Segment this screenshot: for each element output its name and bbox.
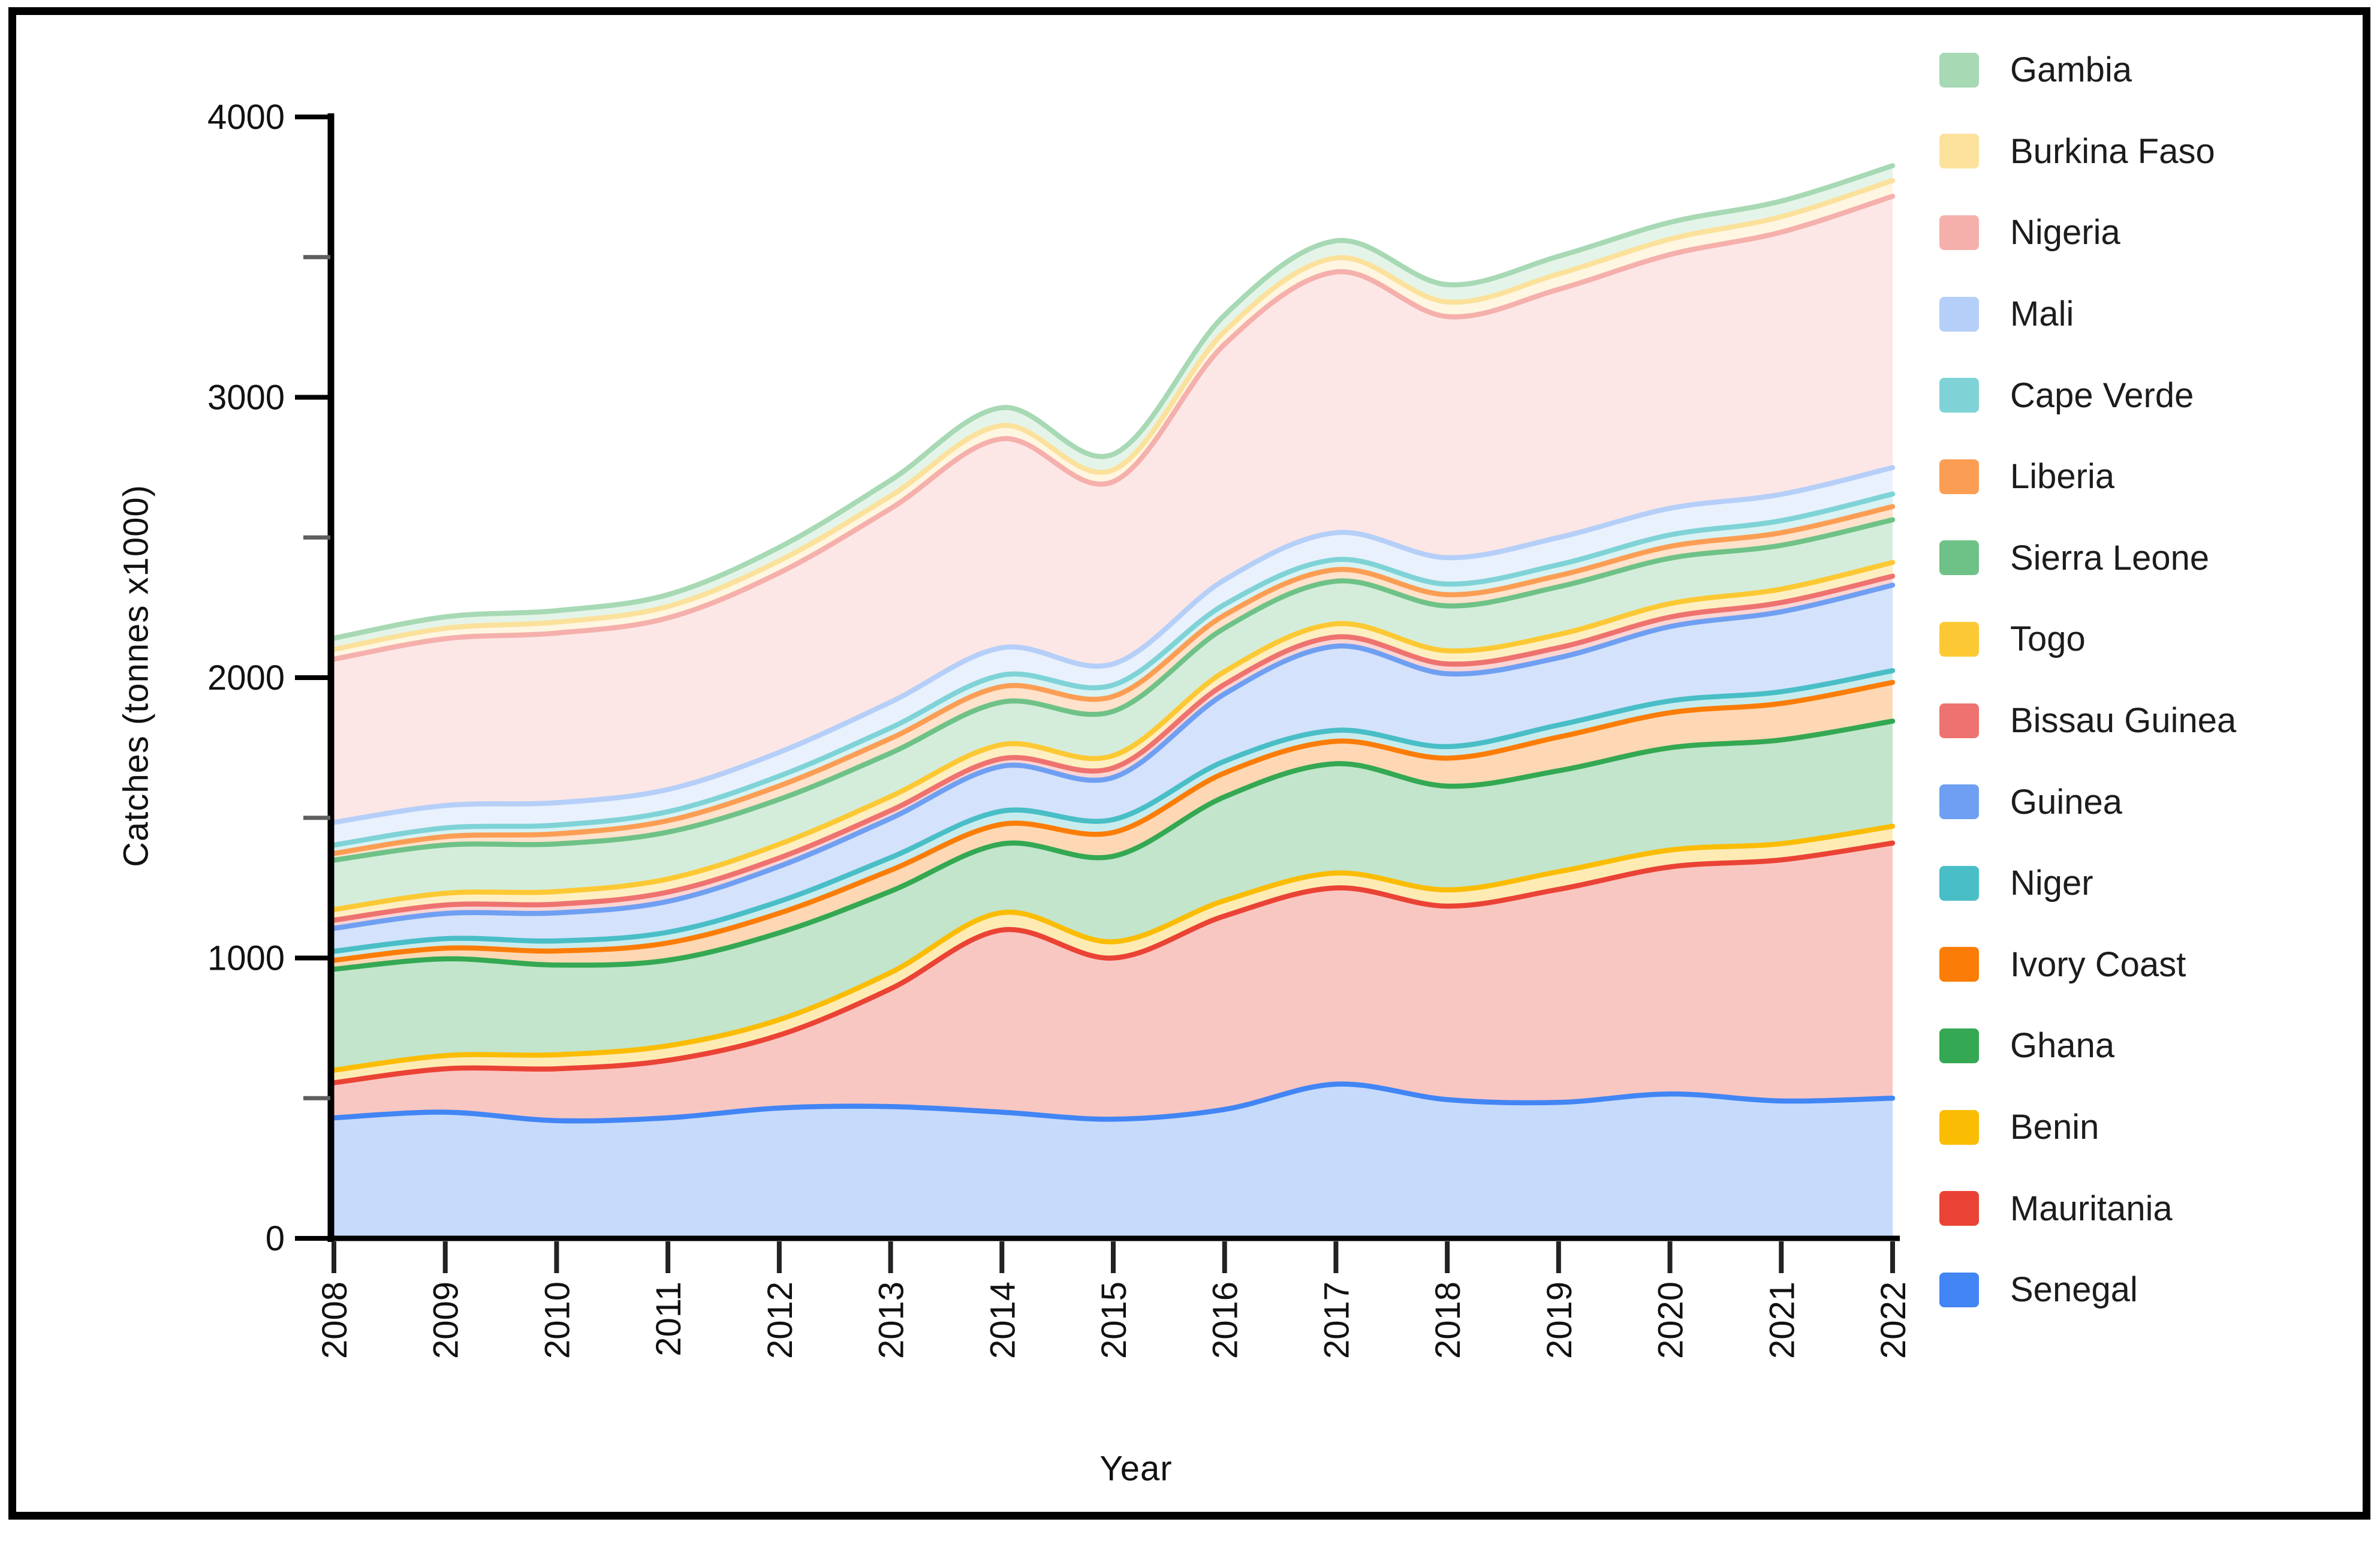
legend-swatch-icon bbox=[1939, 53, 1979, 88]
y-tick-label: 0 bbox=[266, 1219, 285, 1258]
legend-label: Mauritania bbox=[2010, 1189, 2173, 1229]
legend-item-guinea[interactable]: Guinea bbox=[1939, 761, 2236, 843]
legend-swatch-icon bbox=[1939, 459, 1979, 494]
legend-item-ivory-coast[interactable]: Ivory Coast bbox=[1939, 924, 2236, 1006]
x-tick-label: 2011 bbox=[649, 1282, 688, 1356]
x-tick-label: 2008 bbox=[315, 1282, 354, 1359]
legend-swatch-icon bbox=[1939, 540, 1979, 575]
x-tick-label: 2022 bbox=[1874, 1282, 1913, 1359]
legend-item-cape-verde[interactable]: Cape Verde bbox=[1939, 354, 2236, 436]
x-tick-label: 2009 bbox=[427, 1282, 466, 1359]
legend-label: Guinea bbox=[2010, 782, 2122, 822]
legend-label: Ghana bbox=[2010, 1025, 2114, 1066]
legend-item-mauritania[interactable]: Mauritania bbox=[1939, 1168, 2236, 1249]
legend-item-mali[interactable]: Mali bbox=[1939, 273, 2236, 355]
legend-item-gambia[interactable]: Gambia bbox=[1939, 29, 2236, 111]
legend-swatch-icon bbox=[1939, 297, 1979, 332]
legend-label: Ivory Coast bbox=[2010, 945, 2186, 985]
legend-swatch-icon bbox=[1939, 215, 1979, 250]
legend-item-liberia[interactable]: Liberia bbox=[1939, 436, 2236, 518]
y-tick-label: 3000 bbox=[207, 378, 285, 417]
legend-label: Niger bbox=[2010, 863, 2093, 903]
legend-item-benin[interactable]: Benin bbox=[1939, 1087, 2236, 1168]
legend-swatch-icon bbox=[1939, 1028, 1979, 1063]
x-tick-label: 2010 bbox=[538, 1282, 577, 1359]
legend-item-sierra-leone[interactable]: Sierra Leone bbox=[1939, 518, 2236, 599]
y-tick-label: 4000 bbox=[207, 98, 285, 137]
legend-swatch-icon bbox=[1939, 703, 1979, 738]
legend-item-niger[interactable]: Niger bbox=[1939, 843, 2236, 924]
legend-label: Cape Verde bbox=[2010, 375, 2194, 416]
y-axis-title: Catches (tonnes x1000) bbox=[116, 485, 156, 867]
legend-swatch-icon bbox=[1939, 378, 1979, 413]
legend-item-burkina-faso[interactable]: Burkina Faso bbox=[1939, 111, 2236, 193]
legend-label: Burkina Faso bbox=[2010, 131, 2215, 172]
legend-swatch-icon bbox=[1939, 1110, 1979, 1145]
legend-item-togo[interactable]: Togo bbox=[1939, 598, 2236, 680]
legend-label: Mali bbox=[2010, 294, 2074, 334]
x-tick-label: 2019 bbox=[1540, 1282, 1579, 1359]
x-tick-label: 2015 bbox=[1095, 1282, 1134, 1359]
legend-swatch-icon bbox=[1939, 784, 1979, 819]
legend-item-bissau-guinea[interactable]: Bissau Guinea bbox=[1939, 680, 2236, 762]
legend-label: Senegal bbox=[2010, 1270, 2138, 1310]
legend-label: Gambia bbox=[2010, 50, 2132, 90]
legend-item-ghana[interactable]: Ghana bbox=[1939, 1005, 2236, 1087]
x-tick-label: 2017 bbox=[1317, 1282, 1356, 1359]
legend-swatch-icon bbox=[1939, 134, 1979, 169]
y-tick-label: 2000 bbox=[207, 658, 285, 697]
legend-label: Nigeria bbox=[2010, 212, 2120, 252]
x-tick-label: 2012 bbox=[761, 1282, 800, 1359]
x-tick-label: 2018 bbox=[1429, 1282, 1468, 1359]
legend-swatch-icon bbox=[1939, 947, 1979, 982]
x-tick-label: 2013 bbox=[872, 1282, 911, 1359]
legend-label: Togo bbox=[2010, 619, 2086, 659]
legend-swatch-icon bbox=[1939, 866, 1979, 901]
legend-item-senegal[interactable]: Senegal bbox=[1939, 1249, 2236, 1331]
legend: Gambia Burkina Faso Nigeria Mali Cape Verde L… bbox=[1939, 29, 2236, 1331]
figure-frame: 0 1000 2000 3000 4000 2008 2009 2010 2011 2012 201… bbox=[8, 7, 2370, 1520]
legend-label: Sierra Leone bbox=[2010, 538, 2209, 578]
x-tick-label: 2021 bbox=[1763, 1282, 1801, 1359]
y-tick-label: 1000 bbox=[207, 939, 285, 978]
legend-label: Liberia bbox=[2010, 456, 2114, 497]
x-tick-label: 2016 bbox=[1206, 1282, 1245, 1359]
x-tick-label: 2020 bbox=[1652, 1282, 1691, 1359]
legend-item-nigeria[interactable]: Nigeria bbox=[1939, 192, 2236, 273]
legend-swatch-icon bbox=[1939, 622, 1979, 657]
legend-swatch-icon bbox=[1939, 1191, 1979, 1226]
x-tick-label: 2014 bbox=[983, 1282, 1022, 1359]
x-axis-title: Year bbox=[1099, 1449, 1172, 1489]
legend-swatch-icon bbox=[1939, 1273, 1979, 1307]
legend-label: Benin bbox=[2010, 1107, 2099, 1147]
legend-label: Bissau Guinea bbox=[2010, 700, 2236, 741]
